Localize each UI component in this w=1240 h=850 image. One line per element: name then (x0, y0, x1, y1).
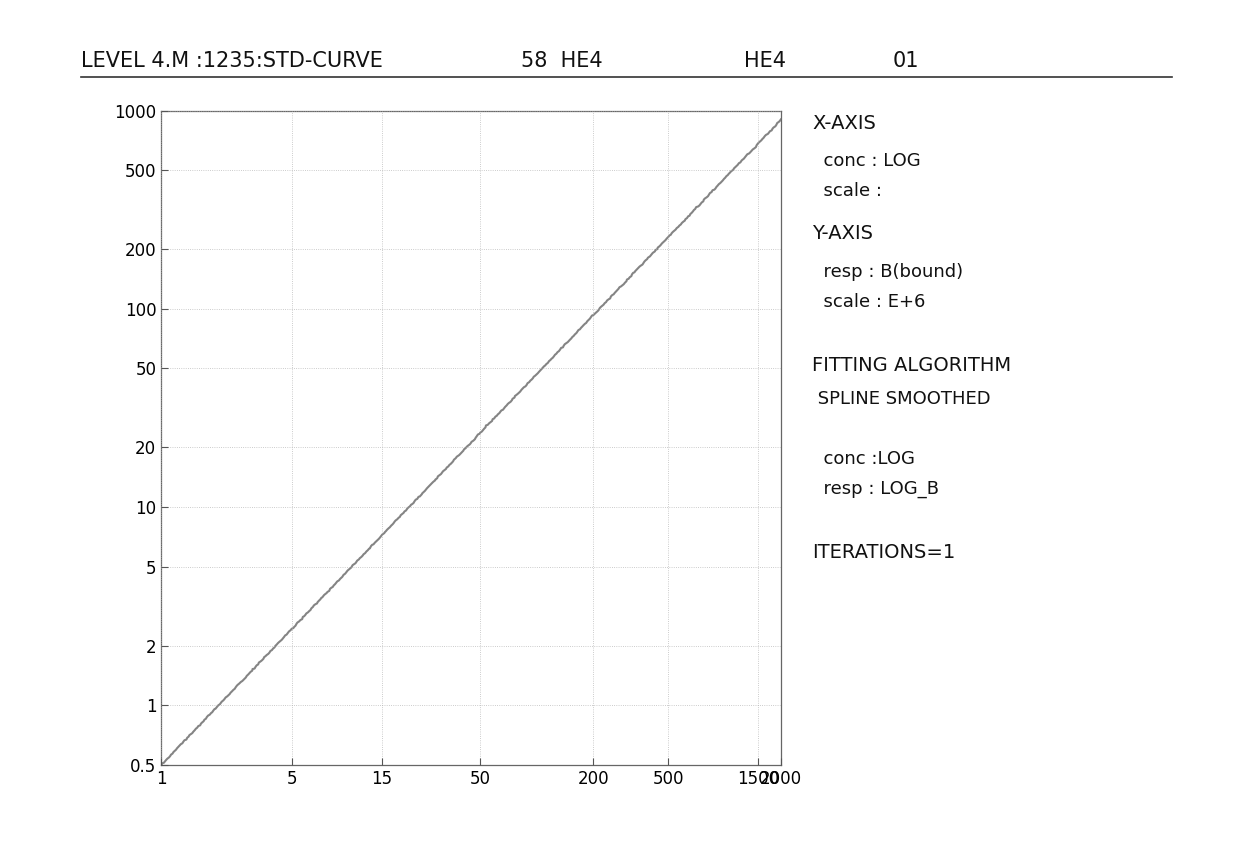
Text: X-AXIS: X-AXIS (812, 114, 877, 133)
Text: HE4: HE4 (744, 51, 786, 71)
Text: scale : E+6: scale : E+6 (812, 292, 925, 311)
Text: 58  HE4: 58 HE4 (521, 51, 603, 71)
Text: resp : LOG_B: resp : LOG_B (812, 479, 939, 498)
Text: conc :LOG: conc :LOG (812, 450, 915, 468)
Text: scale :: scale : (812, 182, 882, 201)
Text: conc : LOG: conc : LOG (812, 152, 921, 171)
Text: SPLINE SMOOTHED: SPLINE SMOOTHED (812, 390, 991, 409)
Text: Y-AXIS: Y-AXIS (812, 224, 873, 243)
Text: ITERATIONS=1: ITERATIONS=1 (812, 543, 956, 562)
Text: FITTING ALGORITHM: FITTING ALGORITHM (812, 356, 1012, 375)
Text: 01: 01 (893, 51, 919, 71)
Text: LEVEL 4.M :1235:STD-CURVE: LEVEL 4.M :1235:STD-CURVE (81, 51, 382, 71)
Text: resp : B(bound): resp : B(bound) (812, 263, 963, 281)
